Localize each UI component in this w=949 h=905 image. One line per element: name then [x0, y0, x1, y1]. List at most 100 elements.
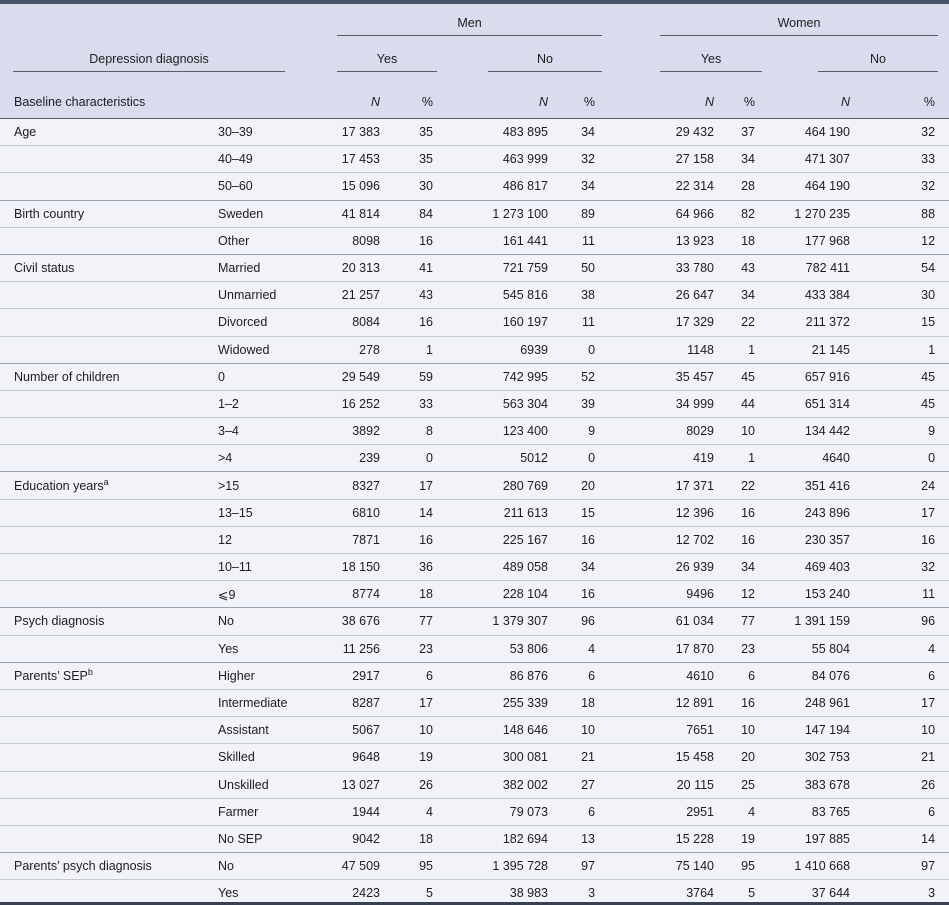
header-spacer — [0, 4, 318, 36]
table-row: Farmer 1944 4 79 073 6 2951 4 83 765 6 — [0, 797, 949, 826]
pct-value-cell: 1 — [718, 335, 763, 364]
pct-header: % — [718, 72, 763, 119]
pct-value-cell: 11 — [854, 580, 949, 608]
n-value-cell: 1148 — [602, 335, 719, 364]
pct-value-cell: 34 — [552, 552, 603, 581]
section-label: Education years — [14, 478, 104, 493]
column-header-row: Baseline characteristics N % N % N % N % — [0, 72, 949, 119]
category-cell: Intermediate — [204, 688, 318, 717]
section-label: Psych diagnosis — [14, 614, 105, 629]
table-row: ⩽9 8774 18 228 104 16 9496 12 153 240 11 — [0, 580, 949, 608]
table-row: >4 239 0 5012 0 419 1 4640 0 — [0, 444, 949, 472]
pct-value-cell: 39 — [552, 389, 603, 418]
pct-header: % — [384, 72, 440, 119]
n-value-cell: 75 140 — [602, 852, 719, 880]
n-value-cell: 16 252 — [318, 389, 384, 418]
section-label-cell — [0, 417, 204, 445]
n-value-cell: 20 313 — [318, 253, 384, 282]
pct-value-cell: 18 — [552, 688, 603, 717]
pct-value-cell: 38 — [552, 281, 603, 309]
table-row: Intermediate 8287 17 255 339 18 12 891 16 248 9… — [0, 688, 949, 717]
n-value-cell: 9496 — [602, 580, 719, 608]
n-value-cell: 160 197 — [440, 308, 552, 336]
table-row: Divorced 8084 16 160 197 11 17 329 22 211 372 15 — [0, 308, 949, 336]
table-row: Unskilled 13 027 26 382 002 27 20 115 25 383 67… — [0, 770, 949, 799]
n-value-cell: 419 — [602, 444, 719, 472]
men-label: Men — [457, 16, 482, 30]
pct-value-cell: 10 — [384, 716, 440, 744]
n-value-cell: 8327 — [318, 471, 384, 500]
pct-value-cell: 9 — [552, 417, 603, 445]
pct-value-cell: 95 — [718, 852, 763, 880]
pct-value-cell: 16 — [384, 226, 440, 255]
pct-value-cell: 32 — [854, 552, 949, 581]
pct-value-cell: 3 — [854, 879, 949, 902]
section-label: Birth country — [14, 206, 85, 221]
pct-value-cell: 5 — [384, 879, 440, 902]
table-row: Civil status Married 20 313 41 721 759 50 33 7… — [0, 253, 949, 282]
n-value-cell: 197 885 — [762, 824, 855, 853]
pct-value-cell: 6 — [854, 661, 949, 690]
pct-value-cell: 19 — [718, 824, 763, 853]
pct-value-cell: 21 — [552, 743, 603, 771]
section-label-cell — [0, 824, 204, 853]
n-header: N — [440, 72, 552, 119]
n-value-cell: 8084 — [318, 308, 384, 336]
n-value-cell: 300 081 — [440, 743, 552, 771]
pct-value-cell: 16 — [854, 525, 949, 554]
n-value-cell: 7871 — [318, 525, 384, 554]
n-value-cell: 9648 — [318, 743, 384, 771]
pct-value-cell: 6 — [384, 661, 440, 690]
table-row: Birth country Sweden 41 814 84 1 273 100 89 64… — [0, 199, 949, 228]
pct-value-cell: 18 — [384, 824, 440, 853]
pct-value-cell: 16 — [384, 525, 440, 554]
pct-value-cell: 10 — [718, 417, 763, 445]
pct-value-cell: 6 — [552, 797, 603, 826]
pct-value-cell: 16 — [552, 525, 603, 554]
pct-value-cell: 28 — [718, 172, 763, 201]
table-row: Education yearsa >15 8327 17 280 769 20 17 371… — [0, 471, 949, 500]
pct-value-cell: 45 — [854, 389, 949, 418]
category-cell: 3–4 — [204, 417, 318, 445]
n-value-cell: 3764 — [602, 879, 719, 902]
pct-value-cell: 6 — [718, 661, 763, 690]
category-cell: Widowed — [204, 335, 318, 364]
n-value-cell: 15 096 — [318, 172, 384, 201]
pct-value-cell: 0 — [384, 444, 440, 472]
n-value-cell: 11 256 — [318, 634, 384, 663]
section-label-cell — [0, 770, 204, 799]
section-label-cell — [0, 335, 204, 364]
pct-value-cell: 45 — [718, 362, 763, 391]
n-value-cell: 5067 — [318, 716, 384, 744]
table-row: Widowed 278 1 6939 0 1148 1 21 145 1 — [0, 335, 949, 364]
section-label: Civil status — [14, 261, 75, 276]
n-value-cell: 563 304 — [440, 389, 552, 418]
n-value-cell: 9042 — [318, 824, 384, 853]
category-cell: Sweden — [204, 199, 318, 228]
men-yes-header: Yes — [318, 36, 440, 72]
category-cell: Married — [204, 253, 318, 282]
depression-diagnosis-header: Depression diagnosis — [0, 36, 318, 72]
pct-value-cell: 34 — [718, 145, 763, 173]
n-value-cell: 53 806 — [440, 634, 552, 663]
n-value-cell: 17 453 — [318, 145, 384, 173]
n-value-cell: 18 150 — [318, 552, 384, 581]
category-cell: >4 — [204, 444, 318, 472]
n-value-cell: 177 968 — [762, 226, 855, 255]
pct-value-cell: 82 — [718, 199, 763, 228]
pct-value-cell: 32 — [854, 172, 949, 201]
category-cell: 12 — [204, 525, 318, 554]
table-row: Yes 2423 5 38 983 3 3764 5 37 644 3 — [0, 879, 949, 902]
n-value-cell: 463 999 — [440, 145, 552, 173]
women-label: Women — [777, 16, 821, 30]
n-value-cell: 2423 — [318, 879, 384, 902]
pct-value-cell: 1 — [718, 444, 763, 472]
pct-value-cell: 96 — [552, 607, 603, 636]
baseline-characteristics-table: Men Women Depression diagnosis Yes No Ye… — [0, 4, 949, 902]
section-label-cell — [0, 281, 204, 309]
n-value-cell: 4640 — [762, 444, 855, 472]
table-row: Skilled 9648 19 300 081 21 15 458 20 302 753 21 — [0, 743, 949, 771]
section-label-cell — [0, 688, 204, 717]
n-value-cell: 483 895 — [502, 125, 548, 140]
pct-value-cell: 43 — [718, 253, 763, 282]
